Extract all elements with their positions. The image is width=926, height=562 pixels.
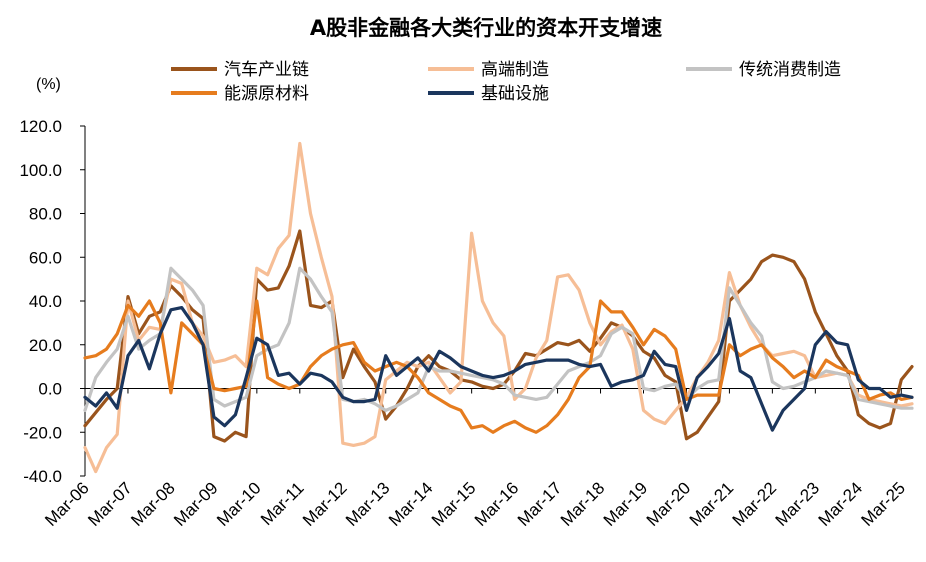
legend-label-1: 汽车产业链 (224, 60, 309, 80)
x-axis: Mar-06Mar-07Mar-08Mar-09Mar-10Mar-11Mar-… (41, 388, 912, 530)
x-tick-label: Mar-15 (428, 478, 480, 530)
series-line-3 (83, 266, 914, 412)
x-tick-label: Mar-19 (600, 478, 652, 530)
legend-label-5: 基础设施 (481, 84, 549, 104)
x-tick-label: Mar-08 (127, 478, 179, 530)
x-tick-label: Mar-22 (729, 478, 781, 530)
legend-label-4: 能源原材料 (224, 84, 309, 104)
x-tick-label: Mar-10 (213, 478, 265, 530)
y-tick-label: 60.0 (29, 248, 62, 267)
series-line-5 (83, 306, 914, 432)
x-tick-label: Mar-14 (385, 478, 437, 530)
x-tick-label: Mar-25 (858, 478, 910, 530)
x-tick-label: Mar-09 (170, 478, 222, 530)
plot-area (83, 141, 914, 474)
x-tick-label: Mar-24 (815, 478, 867, 530)
y-tick-label: -40.0 (23, 467, 62, 486)
legend-label-2: 高端制造 (481, 60, 549, 80)
x-tick-label: Mar-06 (41, 478, 93, 530)
legend-label-3: 传统消费制造 (739, 60, 841, 80)
y-tick-label: 20.0 (29, 336, 62, 355)
series-line-1 (83, 229, 914, 443)
x-tick-label: Mar-18 (557, 478, 609, 530)
x-tick-label: Mar-23 (772, 478, 824, 530)
series-line-2 (83, 141, 914, 474)
y-axis: 120.0 100.0 80.0 60.0 40.0 20.0 0.0 -20.0 -40.0 (19, 117, 86, 486)
x-tick-label: Mar-11 (257, 478, 308, 529)
x-tick-label: Mar-21 (686, 478, 738, 530)
y-tick-label: 80.0 (29, 205, 62, 224)
y-axis-unit-label: (%) (36, 76, 61, 93)
y-tick-label: -20.0 (23, 423, 62, 442)
x-tick-label: Mar-17 (514, 478, 566, 530)
x-tick-label: Mar-07 (84, 478, 136, 530)
y-tick-label: 40.0 (29, 292, 62, 311)
y-tick-label: 100.0 (19, 161, 62, 180)
y-tick-label: 0.0 (38, 380, 62, 399)
series-line-4 (83, 299, 914, 434)
x-tick-label: Mar-13 (342, 478, 394, 530)
x-tick-label: Mar-16 (471, 478, 523, 530)
x-tick-label: Mar-20 (643, 478, 695, 530)
chart-title: A股非金融各大类行业的资本开支增速 (310, 16, 662, 40)
x-tick-label: Mar-12 (299, 478, 351, 530)
y-tick-label: 120.0 (19, 117, 62, 136)
